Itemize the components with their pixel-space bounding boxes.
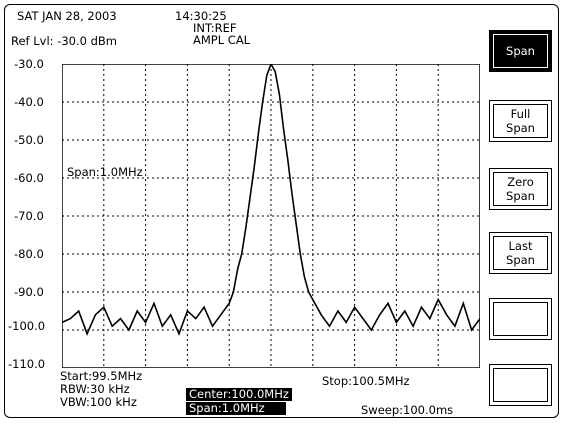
softkey-blank-6[interactable]	[489, 364, 552, 406]
ref-level-readout: Ref Lvl: -30.0 dBm	[11, 34, 117, 48]
stop-frequency: Stop:100.5MHz	[322, 374, 410, 388]
y-tick-label: -60.0	[14, 171, 44, 185]
softkey-blank-5[interactable]	[489, 298, 552, 340]
center-frequency: Center:100.0MHz	[186, 388, 292, 401]
plot-grid	[62, 64, 480, 368]
softkey-label: Span	[506, 44, 535, 58]
y-tick-label: -90.0	[14, 285, 44, 299]
spectrum-trace	[62, 64, 480, 336]
softkey-span[interactable]: Span	[489, 30, 552, 72]
rbw-readout: RBW:30 kHz	[60, 382, 130, 396]
y-tick-label: -40.0	[14, 95, 44, 109]
span-readout: Span:1.0MHz	[186, 402, 286, 415]
y-tick-label: -80.0	[14, 247, 44, 261]
softkey-label: Zero Span	[506, 175, 535, 203]
softkey-label: Last Span	[506, 239, 535, 267]
vbw-readout: VBW:100 kHz	[60, 395, 137, 409]
time-readout: 14:30:25	[175, 9, 227, 23]
ampl-cal-readout: AMPL CAL	[193, 33, 251, 47]
softkey-last-span[interactable]: Last Span	[489, 232, 552, 274]
ref-source-readout: INT:REF	[193, 21, 237, 35]
softkey-zero-span[interactable]: Zero Span	[489, 168, 552, 210]
y-tick-label: -30.0	[14, 57, 44, 71]
spectrum-plot	[62, 64, 480, 368]
date-readout: SAT JAN 28, 2003	[17, 9, 117, 23]
y-tick-label: -100.0	[8, 319, 46, 333]
y-tick-label: -70.0	[14, 209, 44, 223]
softkey-label: Full Span	[506, 107, 535, 135]
span-trace-label: Span:1.0MHz	[67, 165, 143, 179]
softkey-full-span[interactable]: Full Span	[489, 100, 552, 142]
start-frequency: Start:99.5MHz	[60, 369, 143, 383]
y-tick-label: -50.0	[14, 133, 44, 147]
y-tick-label: -110.0	[8, 357, 46, 371]
sweep-readout: Sweep:100.0ms	[361, 403, 454, 417]
analyzer-display-frame	[4, 4, 559, 418]
